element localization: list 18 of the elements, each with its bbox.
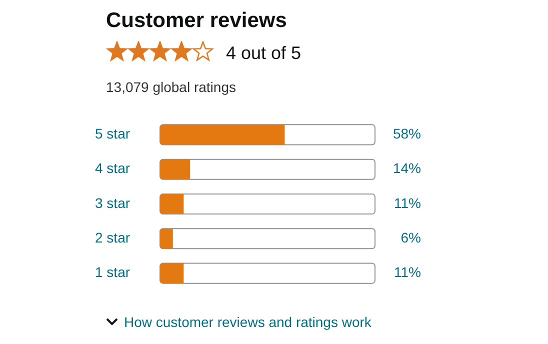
data-label: 11% [394,264,421,280]
y-tick-label: 1 star [95,264,130,280]
y-tick-label: 3 star [95,194,130,211]
data-label: 14% [392,160,421,176]
chart-title: Customer reviews [106,9,287,33]
bar [160,159,190,180]
y-tick-label: 4 star [95,160,130,176]
bar [160,194,184,214]
bar [160,228,173,249]
data-label: 11% [394,194,421,211]
text: How customer reviews and ratings work [124,314,372,330]
data-label: 6% [400,230,421,246]
y-tick-label: 2 star [95,230,130,246]
y-tick-label: 5 star [95,126,130,142]
bar [160,263,184,284]
chart-subtitle: 4 out of 5 [226,43,302,64]
data-label: 58% [392,126,421,142]
text: 13,079 global ratings [106,79,236,95]
